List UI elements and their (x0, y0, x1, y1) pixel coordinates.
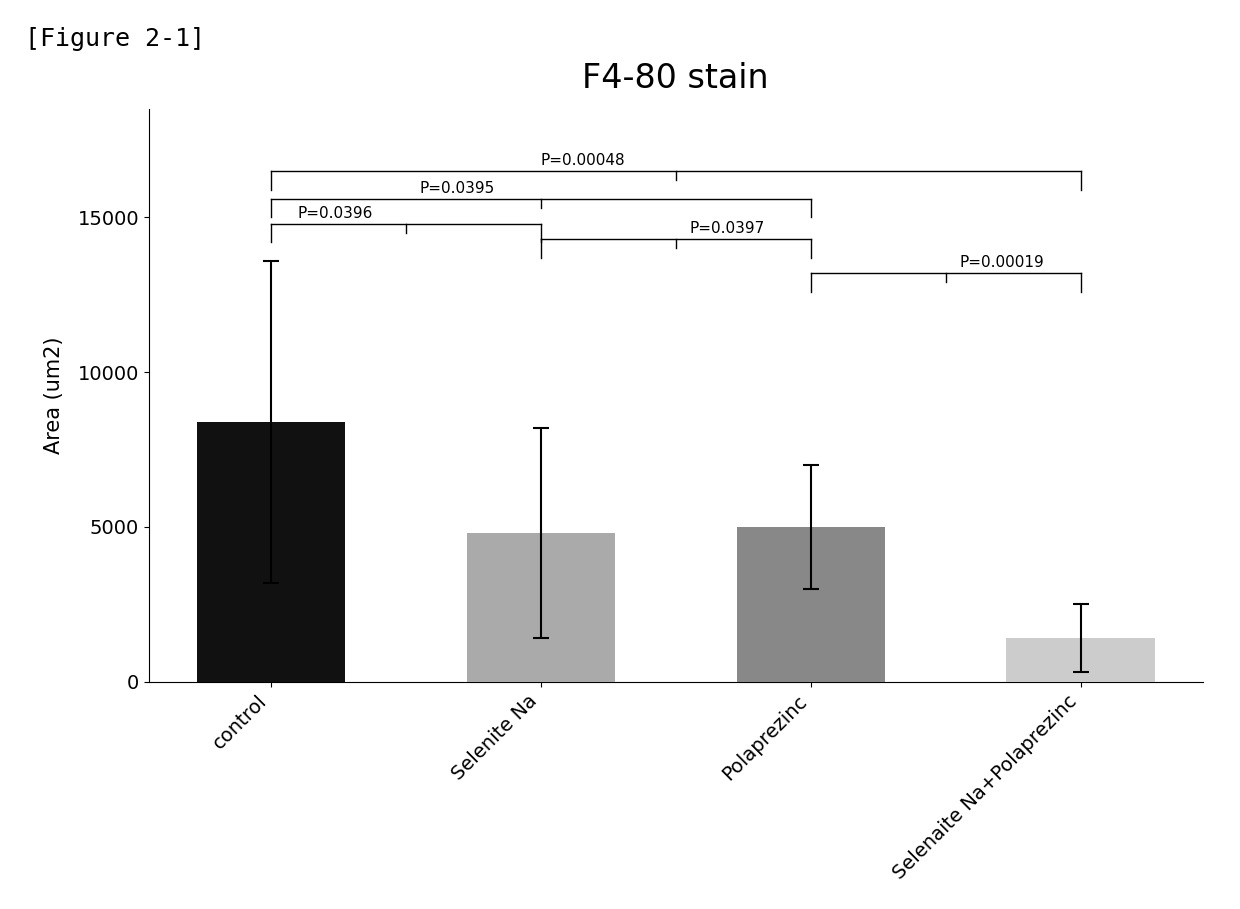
Text: P=0.0396: P=0.0396 (298, 205, 373, 221)
Bar (1007, 638, 1154, 682)
Bar (737, 527, 885, 682)
Y-axis label: Area (um2): Area (um2) (43, 336, 63, 454)
Text: P=0.00019: P=0.00019 (960, 255, 1044, 270)
Text: [Figure 2-1]: [Figure 2-1] (25, 27, 205, 51)
Text: P=0.0395: P=0.0395 (419, 181, 495, 195)
Bar (197, 422, 345, 682)
Text: P=0.00048: P=0.00048 (541, 153, 625, 168)
Title: F4-80 stain: F4-80 stain (583, 62, 769, 95)
Bar (466, 534, 615, 682)
Text: P=0.0397: P=0.0397 (689, 221, 765, 236)
